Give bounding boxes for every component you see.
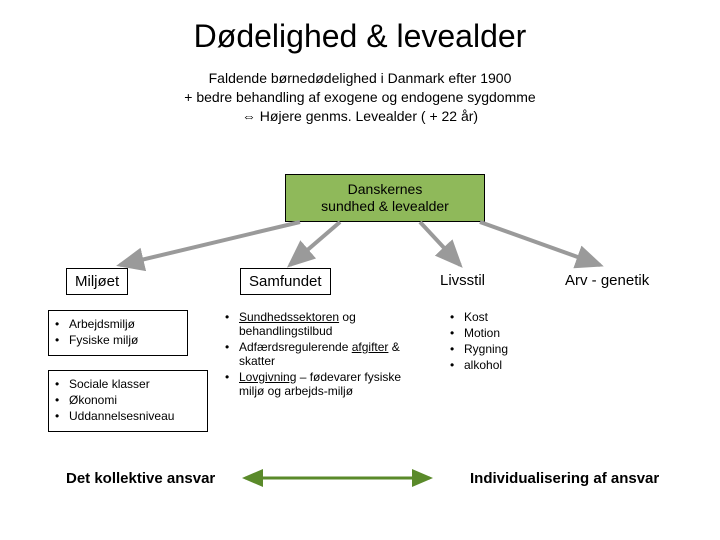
list-item: •Lovgivning – fødevarer fysiske miljø og… [225,370,415,398]
list-item: •Sociale klasser [55,377,201,391]
heading-miljoet: Miljøet [66,268,128,295]
livsstil-list: •Kost •Motion •Rygning •alkohol [450,310,560,374]
list-item: •Uddannelsesniveau [55,409,201,423]
list-item: •Kost [450,310,560,324]
list-item: •Arbejdsmiljø [55,317,181,331]
heading-arv: Arv - genetik [565,272,649,289]
subtitle-line2: + bedre behandling af exogene og endogen… [184,89,535,105]
list-item: •Fysiske miljø [55,333,181,347]
list-item: •Økonomi [55,393,201,407]
bottom-left-label: Det kollektive ansvar [66,470,215,487]
center-box: Danskernes sundhed & levealder [285,174,485,222]
heading-samfundet: Samfundet [240,268,331,295]
samfundet-list: •Sundhedssektoren og behandlingstilbud•A… [225,310,415,400]
list-item: •Adfærdsregulerende afgifter & skatter [225,340,415,368]
page-title: Dødelighed & levealder [0,0,720,55]
list-item: •Motion [450,326,560,340]
bottom-right-label: Individualisering af ansvar [470,470,659,487]
miljoet-box-1: •Arbejdsmiljø •Fysiske miljø [48,310,188,356]
list-item: •Rygning [450,342,560,356]
subtitle: Faldende børnedødelighed i Danmark efter… [0,69,720,126]
list-item: •alkohol [450,358,560,372]
subtitle-line3: ⇔ Højere genms. Levealder ( + 22 år) [242,108,478,124]
miljoet-box-2: •Sociale klasser •Økonomi •Uddannelsesni… [48,370,208,432]
center-box-line2: sundhed & levealder [321,198,449,216]
list-item: •Sundhedssektoren og behandlingstilbud [225,310,415,338]
heading-livsstil: Livsstil [440,272,485,289]
center-box-line1: Danskernes [348,181,423,199]
subtitle-line1: Faldende børnedødelighed i Danmark efter… [209,70,512,86]
